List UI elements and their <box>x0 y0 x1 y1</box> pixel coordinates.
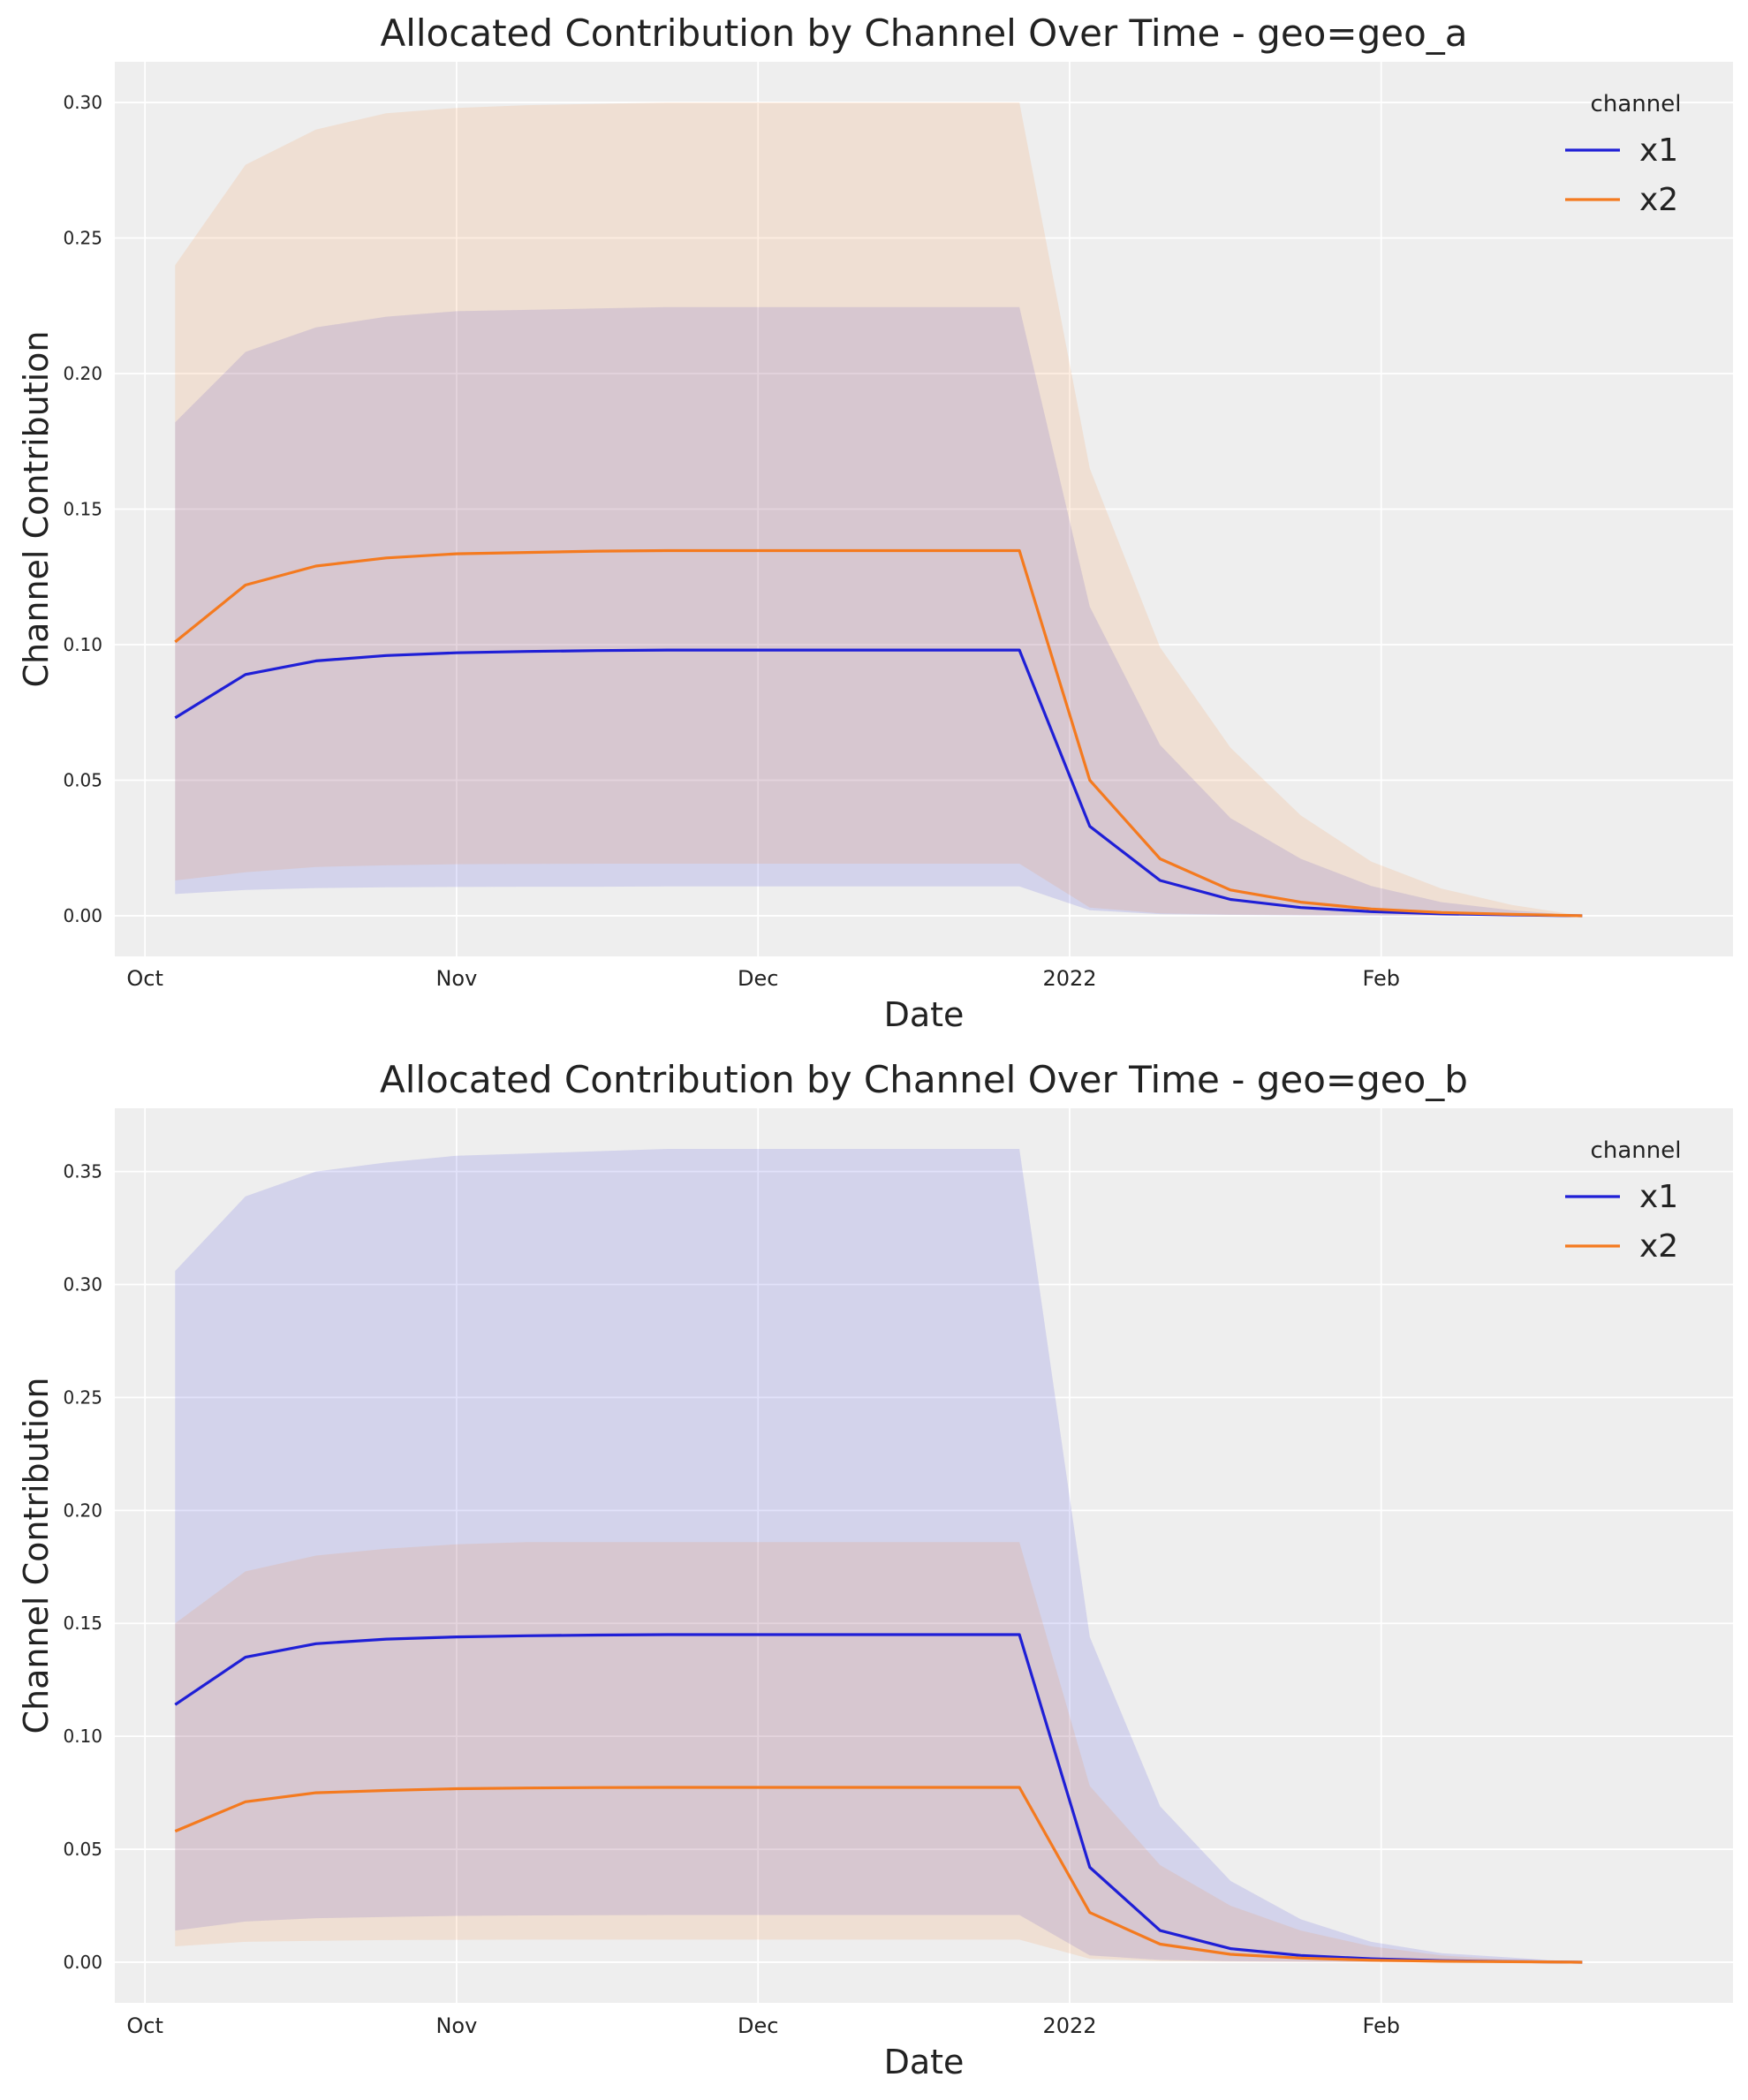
x-tick-label: Dec <box>738 966 778 991</box>
x-tick-label: Oct <box>126 2013 163 2038</box>
legend: channel x1 x2 <box>1565 1137 1681 1265</box>
hdi-band-x2 <box>175 1542 1583 1962</box>
hdi-band-x1 <box>175 1149 1583 1962</box>
legend-label-x2: x2 <box>1639 1228 1678 1265</box>
x-tick-label: 2022 <box>1042 966 1096 991</box>
y-tick-label: 0.00 <box>63 1952 102 1973</box>
y-tick-label: 0.30 <box>63 92 102 113</box>
y-tick-label: 0.25 <box>63 228 102 249</box>
chart-panel-1: 0.00 0.05 0.10 0.15 0.20 0.25 0.30 Oct Nov Dec 202… <box>17 11 1733 1034</box>
y-tick-label: 0.20 <box>63 1499 102 1521</box>
y-axis-label: Channel Contribution <box>17 1377 56 1734</box>
chart-panel-2: 0.00 0.05 0.10 0.15 0.20 0.25 0.30 0.35 Oct Nov De… <box>17 1058 1733 2081</box>
hdi-band-x2 <box>175 102 1583 916</box>
legend-title: channel <box>1591 91 1682 117</box>
x-tick-label: Dec <box>738 2013 778 2038</box>
legend-label-x2: x2 <box>1639 182 1678 218</box>
y-axis-label: Channel Contribution <box>17 330 56 687</box>
legend-label-x1: x1 <box>1639 132 1678 169</box>
series-line-x1 <box>174 648 1583 918</box>
x-axis-label: Date <box>884 2043 965 2081</box>
series-line-x2 <box>174 1786 1583 1964</box>
legend-title: channel <box>1591 1137 1682 1164</box>
x-tick-label: Feb <box>1362 966 1400 991</box>
y-tick-label: 0.00 <box>63 905 102 926</box>
y-tick-label: 0.20 <box>63 363 102 384</box>
x-axis-label: Date <box>884 995 965 1034</box>
plot-area <box>115 1108 1733 2003</box>
x-tick-label: Nov <box>435 966 477 991</box>
legend-label-x1: x1 <box>1639 1179 1678 1215</box>
hdi-band-x1 <box>175 306 1583 916</box>
legend: channel x1 x2 <box>1565 91 1681 218</box>
y-tick-label: 0.25 <box>63 1386 102 1408</box>
y-tick-label: 0.15 <box>63 1613 102 1634</box>
y-tick-label: 0.35 <box>63 1161 102 1182</box>
y-tick-label: 0.15 <box>63 499 102 520</box>
x-tick-label: 2022 <box>1042 2013 1096 2038</box>
chart-title: Allocated Contribution by Channel Over T… <box>380 11 1467 55</box>
x-tick-label: Oct <box>126 966 163 991</box>
y-tick-label: 0.10 <box>63 1726 102 1747</box>
chart-title: Allocated Contribution by Channel Over T… <box>380 1058 1468 1101</box>
y-tick-label: 0.05 <box>63 769 102 790</box>
x-tick-label: Feb <box>1362 2013 1400 2038</box>
y-tick-label: 0.10 <box>63 634 102 655</box>
series-line-x1 <box>174 1633 1583 1964</box>
y-tick-label: 0.05 <box>63 1839 102 1860</box>
x-tick-label: Nov <box>435 2013 477 2038</box>
series-line-x2 <box>174 548 1583 918</box>
y-tick-label: 0.30 <box>63 1274 102 1296</box>
